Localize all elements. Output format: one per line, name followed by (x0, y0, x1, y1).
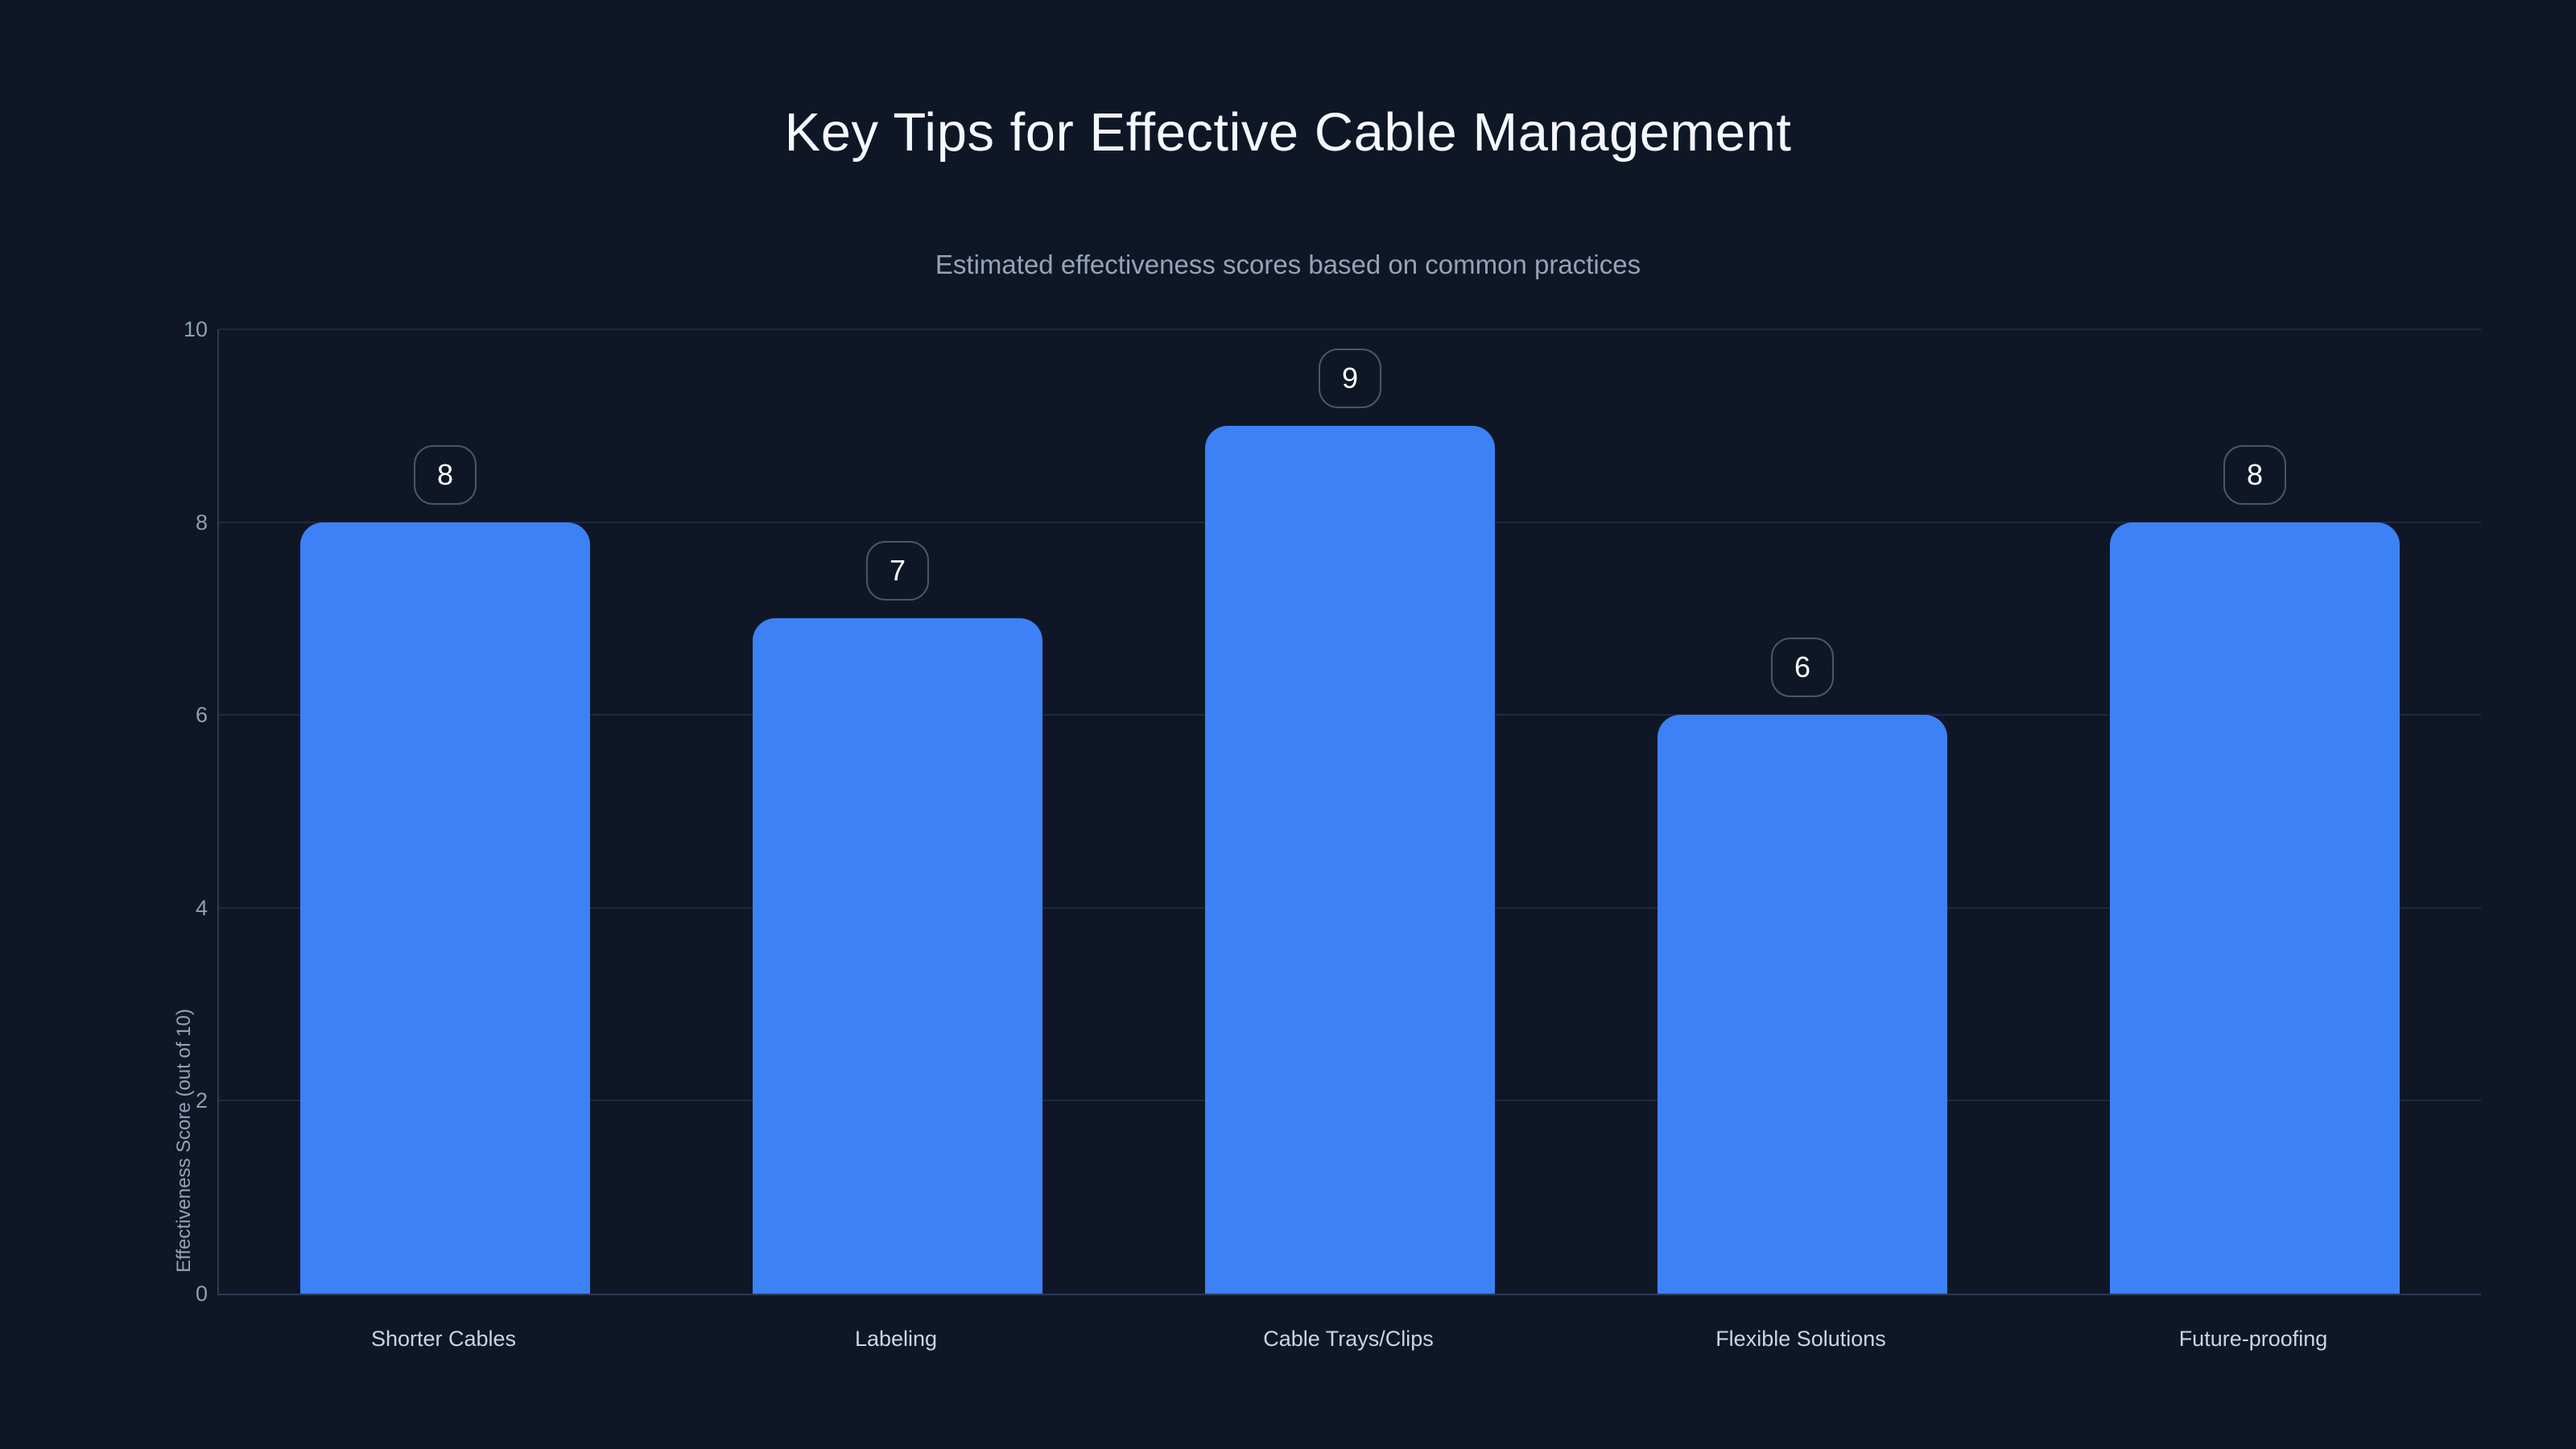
bar-flexible-solutions (1657, 715, 1947, 1294)
value-badge-6: 6 (1771, 638, 1834, 697)
chart-subtitle: Estimated effectiveness scores based on … (935, 250, 1641, 279)
value-badge-7: 7 (866, 541, 929, 601)
x-category-label: Flexible Solutions (1715, 1327, 1886, 1351)
x-category-label: Cable Trays/Clips (1263, 1327, 1434, 1351)
value-badge-8: 8 (414, 445, 477, 505)
x-category-label: Labeling (854, 1327, 938, 1351)
value-badge-8: 8 (2223, 445, 2286, 505)
chart-title: Key Tips for Effective Cable Management (784, 102, 1792, 163)
x-category-label: Future-proofing (2178, 1327, 2328, 1351)
y-tick-label-4: 4 (195, 895, 208, 920)
value-badge-9: 9 (1319, 349, 1381, 408)
y-tick-label-10: 10 (183, 317, 208, 341)
gridline-y-10 (219, 328, 2481, 330)
y-tick-label-2: 2 (195, 1088, 208, 1113)
bar-shorter-cables (300, 522, 590, 1294)
y-tick-label-6: 6 (195, 703, 208, 728)
bar-future-proofing (2110, 522, 2400, 1294)
bar-cable-trays-clips (1205, 426, 1495, 1294)
x-category-label: Shorter Cables (370, 1327, 517, 1351)
y-tick-label-8: 8 (195, 510, 208, 535)
y-tick-label-0: 0 (195, 1282, 208, 1306)
bar-labeling (753, 618, 1042, 1294)
